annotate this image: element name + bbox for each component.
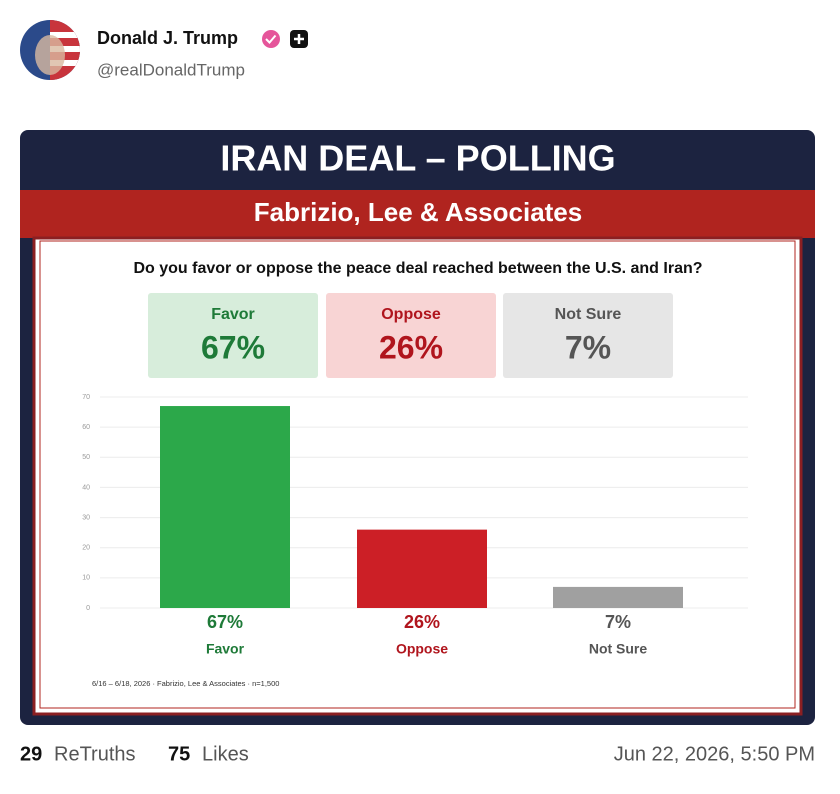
value-label: 7% xyxy=(605,612,631,632)
bar xyxy=(357,529,487,608)
y-tick-label: 30 xyxy=(82,514,90,521)
bar xyxy=(553,586,683,608)
subtitle-band xyxy=(20,190,815,238)
bar xyxy=(160,406,290,608)
y-tick-label: 20 xyxy=(82,545,90,552)
verified-badge xyxy=(262,30,280,48)
summary-value: 26% xyxy=(379,329,443,365)
value-label: 67% xyxy=(207,612,243,632)
value-label: 26% xyxy=(404,612,440,632)
y-tick-label: 70 xyxy=(82,394,90,401)
summary-box xyxy=(148,293,318,378)
y-tick-label: 50 xyxy=(82,454,90,461)
x-tick-label: Favor xyxy=(206,641,245,657)
plus-icon xyxy=(294,34,304,44)
author-name[interactable]: Donald J. Trump xyxy=(97,28,238,48)
retruths-label[interactable]: ReTruths xyxy=(54,743,136,765)
summary-value: 7% xyxy=(565,329,611,365)
summary-label: Favor xyxy=(211,306,255,323)
retruths-count[interactable]: 29 xyxy=(20,743,42,765)
y-tick-label: 60 xyxy=(82,424,90,431)
footnote: 6/16 – 6/18, 2026 · Fabrizio, Lee & Asso… xyxy=(92,679,279,688)
summary-label: Oppose xyxy=(381,306,441,323)
question: Do you favor or oppose the peace deal re… xyxy=(133,260,702,277)
handle[interactable]: @realDonaldTrump xyxy=(97,60,245,79)
y-tick-label: 10 xyxy=(82,575,90,582)
panel-border xyxy=(39,240,796,709)
timestamp: Jun 22, 2026, 5:50 PM xyxy=(614,743,815,765)
y-tick-label: 0 xyxy=(86,605,90,612)
avatar[interactable] xyxy=(20,20,80,80)
verified-check xyxy=(265,34,277,44)
summary-label: Not Sure xyxy=(555,306,622,323)
x-tick-label: Oppose xyxy=(396,641,448,657)
y-tick-label: 40 xyxy=(82,484,90,491)
summary-box xyxy=(326,293,496,378)
image-title: IRAN DEAL – POLLING xyxy=(220,138,615,179)
likes-count[interactable]: 75 xyxy=(168,743,190,765)
summary-value: 67% xyxy=(201,329,265,365)
x-tick-label: Not Sure xyxy=(589,641,648,657)
image-subtitle: Fabrizio, Lee & Associates xyxy=(254,197,582,227)
summary-box xyxy=(503,293,673,378)
likes-label[interactable]: Likes xyxy=(202,743,249,765)
